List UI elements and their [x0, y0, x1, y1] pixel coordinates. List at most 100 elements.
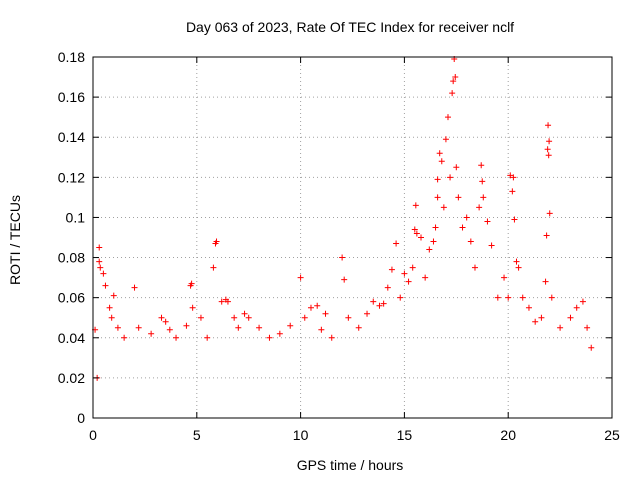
data-point [430, 238, 437, 245]
x-tick-label: 5 [193, 427, 201, 443]
data-point [476, 204, 483, 211]
data-point [96, 244, 103, 251]
data-point [573, 304, 580, 311]
x-tick-label: 25 [604, 427, 620, 443]
data-point [436, 150, 443, 157]
data-point [307, 304, 314, 311]
data-point [409, 264, 416, 271]
tick-labels: 0 5 10 15 20 25 0 0.02 0.04 0.06 0.08 0.1 0.12 0.14 0.… [58, 49, 620, 443]
data-point [245, 314, 252, 321]
data-point [542, 278, 549, 285]
data-point [505, 294, 512, 301]
data-point [434, 176, 441, 183]
data-point [455, 194, 462, 201]
data-point [301, 314, 308, 321]
data-point [538, 314, 545, 321]
data-point [449, 90, 456, 97]
data-point [545, 152, 552, 159]
data-point [584, 324, 591, 331]
data-point [548, 294, 555, 301]
y-axis-label: ROTI / TECUs [7, 195, 23, 285]
grid [93, 57, 612, 418]
data-point [532, 318, 539, 325]
data-point [442, 136, 449, 143]
data-point [501, 274, 508, 281]
data-point [224, 298, 231, 305]
data-point [447, 174, 454, 181]
data-point [266, 334, 273, 341]
data-point [412, 202, 419, 209]
data-point [484, 218, 491, 225]
data-point [213, 238, 220, 245]
data-point [121, 334, 128, 341]
data-point [100, 270, 107, 277]
data-point [97, 264, 104, 271]
data-point [426, 246, 433, 253]
data-point [459, 224, 466, 231]
x-tick-label: 0 [89, 427, 97, 443]
data-point [376, 302, 383, 309]
data-point [444, 114, 451, 121]
data-point [241, 310, 248, 317]
data-point [480, 194, 487, 201]
data-point [188, 280, 195, 287]
data-point [471, 264, 478, 271]
data-point [384, 284, 391, 291]
y-tick-label: 0.12 [58, 169, 85, 185]
data-point [322, 310, 329, 317]
data-point [411, 226, 418, 233]
data-point [345, 314, 352, 321]
y-tick-label: 0.1 [66, 209, 86, 225]
data-point [397, 294, 404, 301]
data-point [452, 74, 459, 81]
data-point [370, 298, 377, 305]
data-point [355, 324, 362, 331]
data-point [438, 158, 445, 165]
y-tick-label: 0.18 [58, 49, 85, 65]
data-point [418, 234, 425, 241]
data-point [413, 230, 420, 237]
data-point [287, 322, 294, 329]
x-axis-label: GPS time / hours [297, 457, 404, 473]
data-point [494, 294, 501, 301]
data-point [432, 224, 439, 231]
x-tick-label: 20 [500, 427, 516, 443]
data-point [422, 274, 429, 281]
data-point [393, 240, 400, 247]
data-point [463, 214, 470, 221]
data-point [440, 204, 447, 211]
data-point [297, 274, 304, 281]
data-point [405, 278, 412, 285]
data-point [110, 292, 117, 299]
y-tick-label: 0.04 [58, 330, 85, 346]
data-point [543, 232, 550, 239]
data-point [453, 164, 460, 171]
y-tick-label: 0.06 [58, 290, 85, 306]
data-points [92, 56, 595, 381]
data-point [511, 216, 518, 223]
data-point [197, 314, 204, 321]
data-point [235, 324, 242, 331]
data-point [515, 264, 522, 271]
data-point [545, 122, 552, 129]
data-point [204, 334, 211, 341]
data-point [525, 304, 532, 311]
data-point [341, 276, 348, 283]
data-point [588, 344, 595, 351]
y-tick-label: 0.16 [58, 89, 85, 105]
data-point [231, 314, 238, 321]
data-point [135, 324, 142, 331]
y-tick-label: 0 [77, 410, 85, 426]
data-point [218, 298, 225, 305]
data-point [102, 282, 109, 289]
data-point [108, 314, 115, 321]
data-point [513, 258, 520, 265]
data-point [478, 162, 485, 169]
data-point [158, 314, 165, 321]
data-point [479, 178, 486, 185]
data-point [401, 270, 408, 277]
data-point [106, 304, 113, 311]
data-point [276, 330, 283, 337]
data-point [510, 174, 517, 181]
data-point [114, 324, 121, 331]
